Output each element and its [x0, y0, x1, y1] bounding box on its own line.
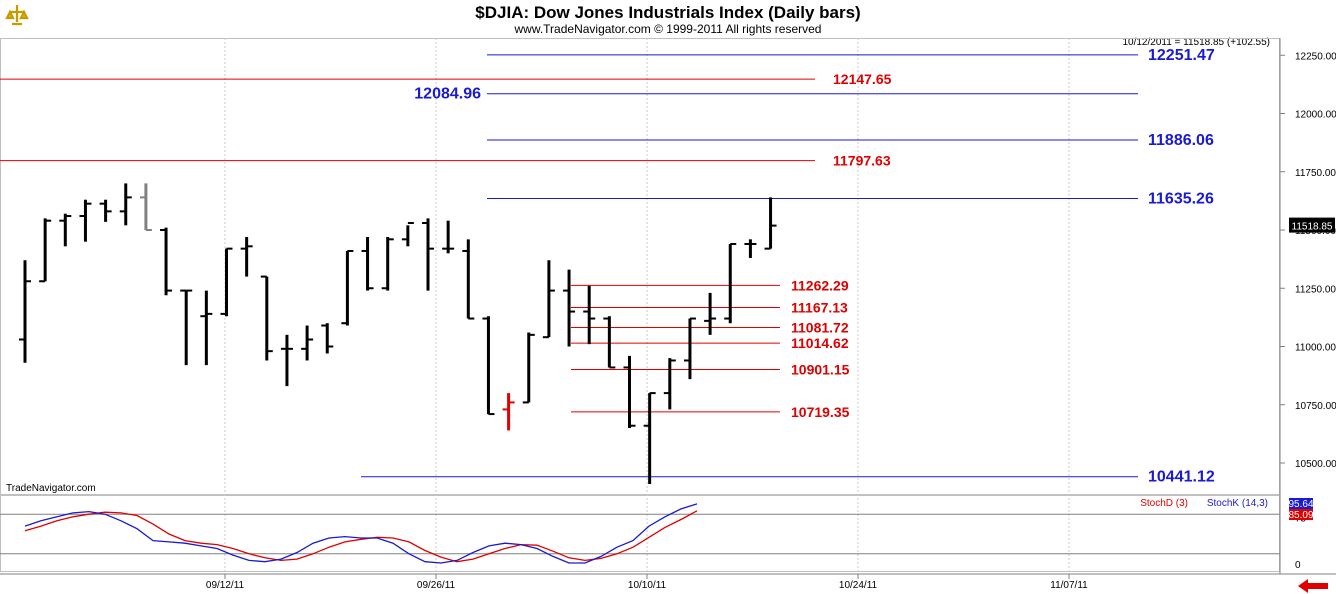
price-level-label: 12251.47 [1148, 47, 1215, 64]
ohlc-bar [724, 242, 737, 324]
ohlc-bar [542, 260, 555, 339]
stochd-last-value: 85.09 [1288, 510, 1313, 521]
ohlc-bar [401, 222, 414, 247]
scroll-left-button[interactable] [1298, 579, 1328, 593]
copyright-text: www.TradeNavigator.com © 1999-2011 All r… [514, 22, 822, 36]
ohlc-bar [764, 197, 777, 250]
stoch-y-tick-label: 0 [1295, 560, 1301, 571]
ohlc-bar [563, 269, 576, 347]
y-tick-label: 10750.00 [1295, 401, 1336, 412]
y-axis-ticks: 10500.0010750.0011000.0011250.0011500.00… [1280, 51, 1336, 470]
vertical-gridlines [224, 38, 1070, 574]
ohlc-bar [240, 236, 253, 277]
price-level-label: 11167.13 [791, 300, 848, 316]
ohlc-bar [200, 290, 213, 366]
ohlc-bar [220, 247, 233, 317]
ohlc-bar [139, 183, 152, 231]
price-levels: 12251.47 12147.65 12084.96 11886.06 11797.63… [0, 47, 1215, 486]
x-tick-label: 09/12/11 [206, 580, 245, 591]
ohlc-bar [280, 334, 293, 387]
watermark: TradeNavigator.com [6, 483, 96, 494]
last-price-box-bg [1289, 217, 1335, 233]
ohlc-bar [683, 317, 696, 380]
ohlc-bar [623, 355, 636, 429]
stochk-value-box: 95.64 [1288, 498, 1314, 510]
price-level-label: 11262.29 [791, 277, 849, 293]
ohlc-bar [704, 292, 717, 335]
x-tick-label: 11/07/11 [1050, 580, 1088, 591]
ohlc-bar [603, 316, 616, 369]
ohlc-bar [361, 236, 374, 291]
plot-frames [0, 38, 1336, 575]
price-level-label: 11797.63 [833, 153, 891, 169]
ohlc-bar [744, 239, 757, 258]
price-panel-frame [0, 38, 1280, 495]
x-tick-label: 09/26/11 [417, 580, 456, 591]
ohlc-bars [19, 183, 777, 484]
price-level-label: 10719.35 [791, 404, 850, 420]
ohlc-bar [663, 358, 676, 410]
ohlc-bar [321, 323, 334, 354]
y-tick-label: 10500.00 [1295, 459, 1336, 470]
y-tick-label: 11000.00 [1295, 343, 1336, 354]
price-level-label: 11081.72 [791, 319, 849, 335]
y-tick-label: 11750.00 [1295, 168, 1336, 179]
ohlc-bar [99, 199, 112, 222]
last-price-box: 11518.85 [1289, 217, 1335, 233]
stochd-legend: StochD (3) [1140, 498, 1188, 509]
stochk-line [24, 503, 698, 564]
price-level-label: 12084.96 [414, 86, 481, 103]
price-level-label: 12147.65 [833, 71, 892, 87]
price-level-label: 11886.06 [1148, 132, 1214, 149]
ohlc-bar [39, 218, 52, 283]
price-level-label: 10901.15 [791, 362, 850, 378]
ohlc-bar [502, 393, 515, 431]
trade-navigator-logo-icon [4, 2, 30, 28]
chart-title: $DJIA: Dow Jones Industrials Index (Dail… [475, 3, 860, 22]
ohlc-bar [341, 249, 354, 326]
stochd-line [24, 510, 698, 563]
price-level-label: 10441.12 [1148, 469, 1215, 486]
stochk-legend: StochK (14,3) [1207, 498, 1268, 509]
ohlc-bar [59, 213, 72, 247]
ohlc-bar [79, 199, 92, 242]
last-price-label: 11518.85 [1292, 222, 1333, 233]
y-tick-label: 12000.00 [1295, 110, 1336, 121]
ohlc-bar [462, 239, 475, 320]
scroll-left-arrow-icon [1298, 579, 1328, 593]
ohlc-bar [180, 289, 193, 366]
price-level-label: 11635.26 [1148, 190, 1214, 207]
ohlc-bar [19, 260, 31, 363]
x-tick-label: 10/24/11 [839, 580, 878, 591]
price-level-label: 11014.62 [791, 335, 849, 351]
x-axis-ticks: 09/12/11 09/26/11 10/10/11 10/24/11 11/07/11 [206, 574, 1088, 591]
x-tick-label: 10/10/11 [628, 580, 667, 591]
stochd-value-box: 85.09 [1288, 509, 1314, 521]
y-tick-label: 11250.00 [1295, 284, 1336, 295]
stochk-last-value: 95.64 [1288, 499, 1313, 510]
last-price-readout: 10/12/2011 = 11518.85 (+102.55) [1122, 37, 1270, 48]
ohlc-bar [442, 220, 455, 254]
ohlc-bar [482, 316, 495, 416]
ohlc-bar [583, 285, 596, 345]
ohlc-bar [422, 218, 434, 291]
ohlc-bar [381, 236, 394, 291]
ohlc-bar [260, 275, 273, 361]
ohlc-bar [119, 183, 132, 226]
ohlc-bar [160, 227, 173, 296]
ohlc-bar [643, 392, 656, 484]
y-tick-label: 12250.00 [1295, 51, 1336, 62]
logo[interactable] [4, 2, 30, 28]
ohlc-bar [522, 332, 535, 404]
ohlc-bar [301, 325, 314, 361]
